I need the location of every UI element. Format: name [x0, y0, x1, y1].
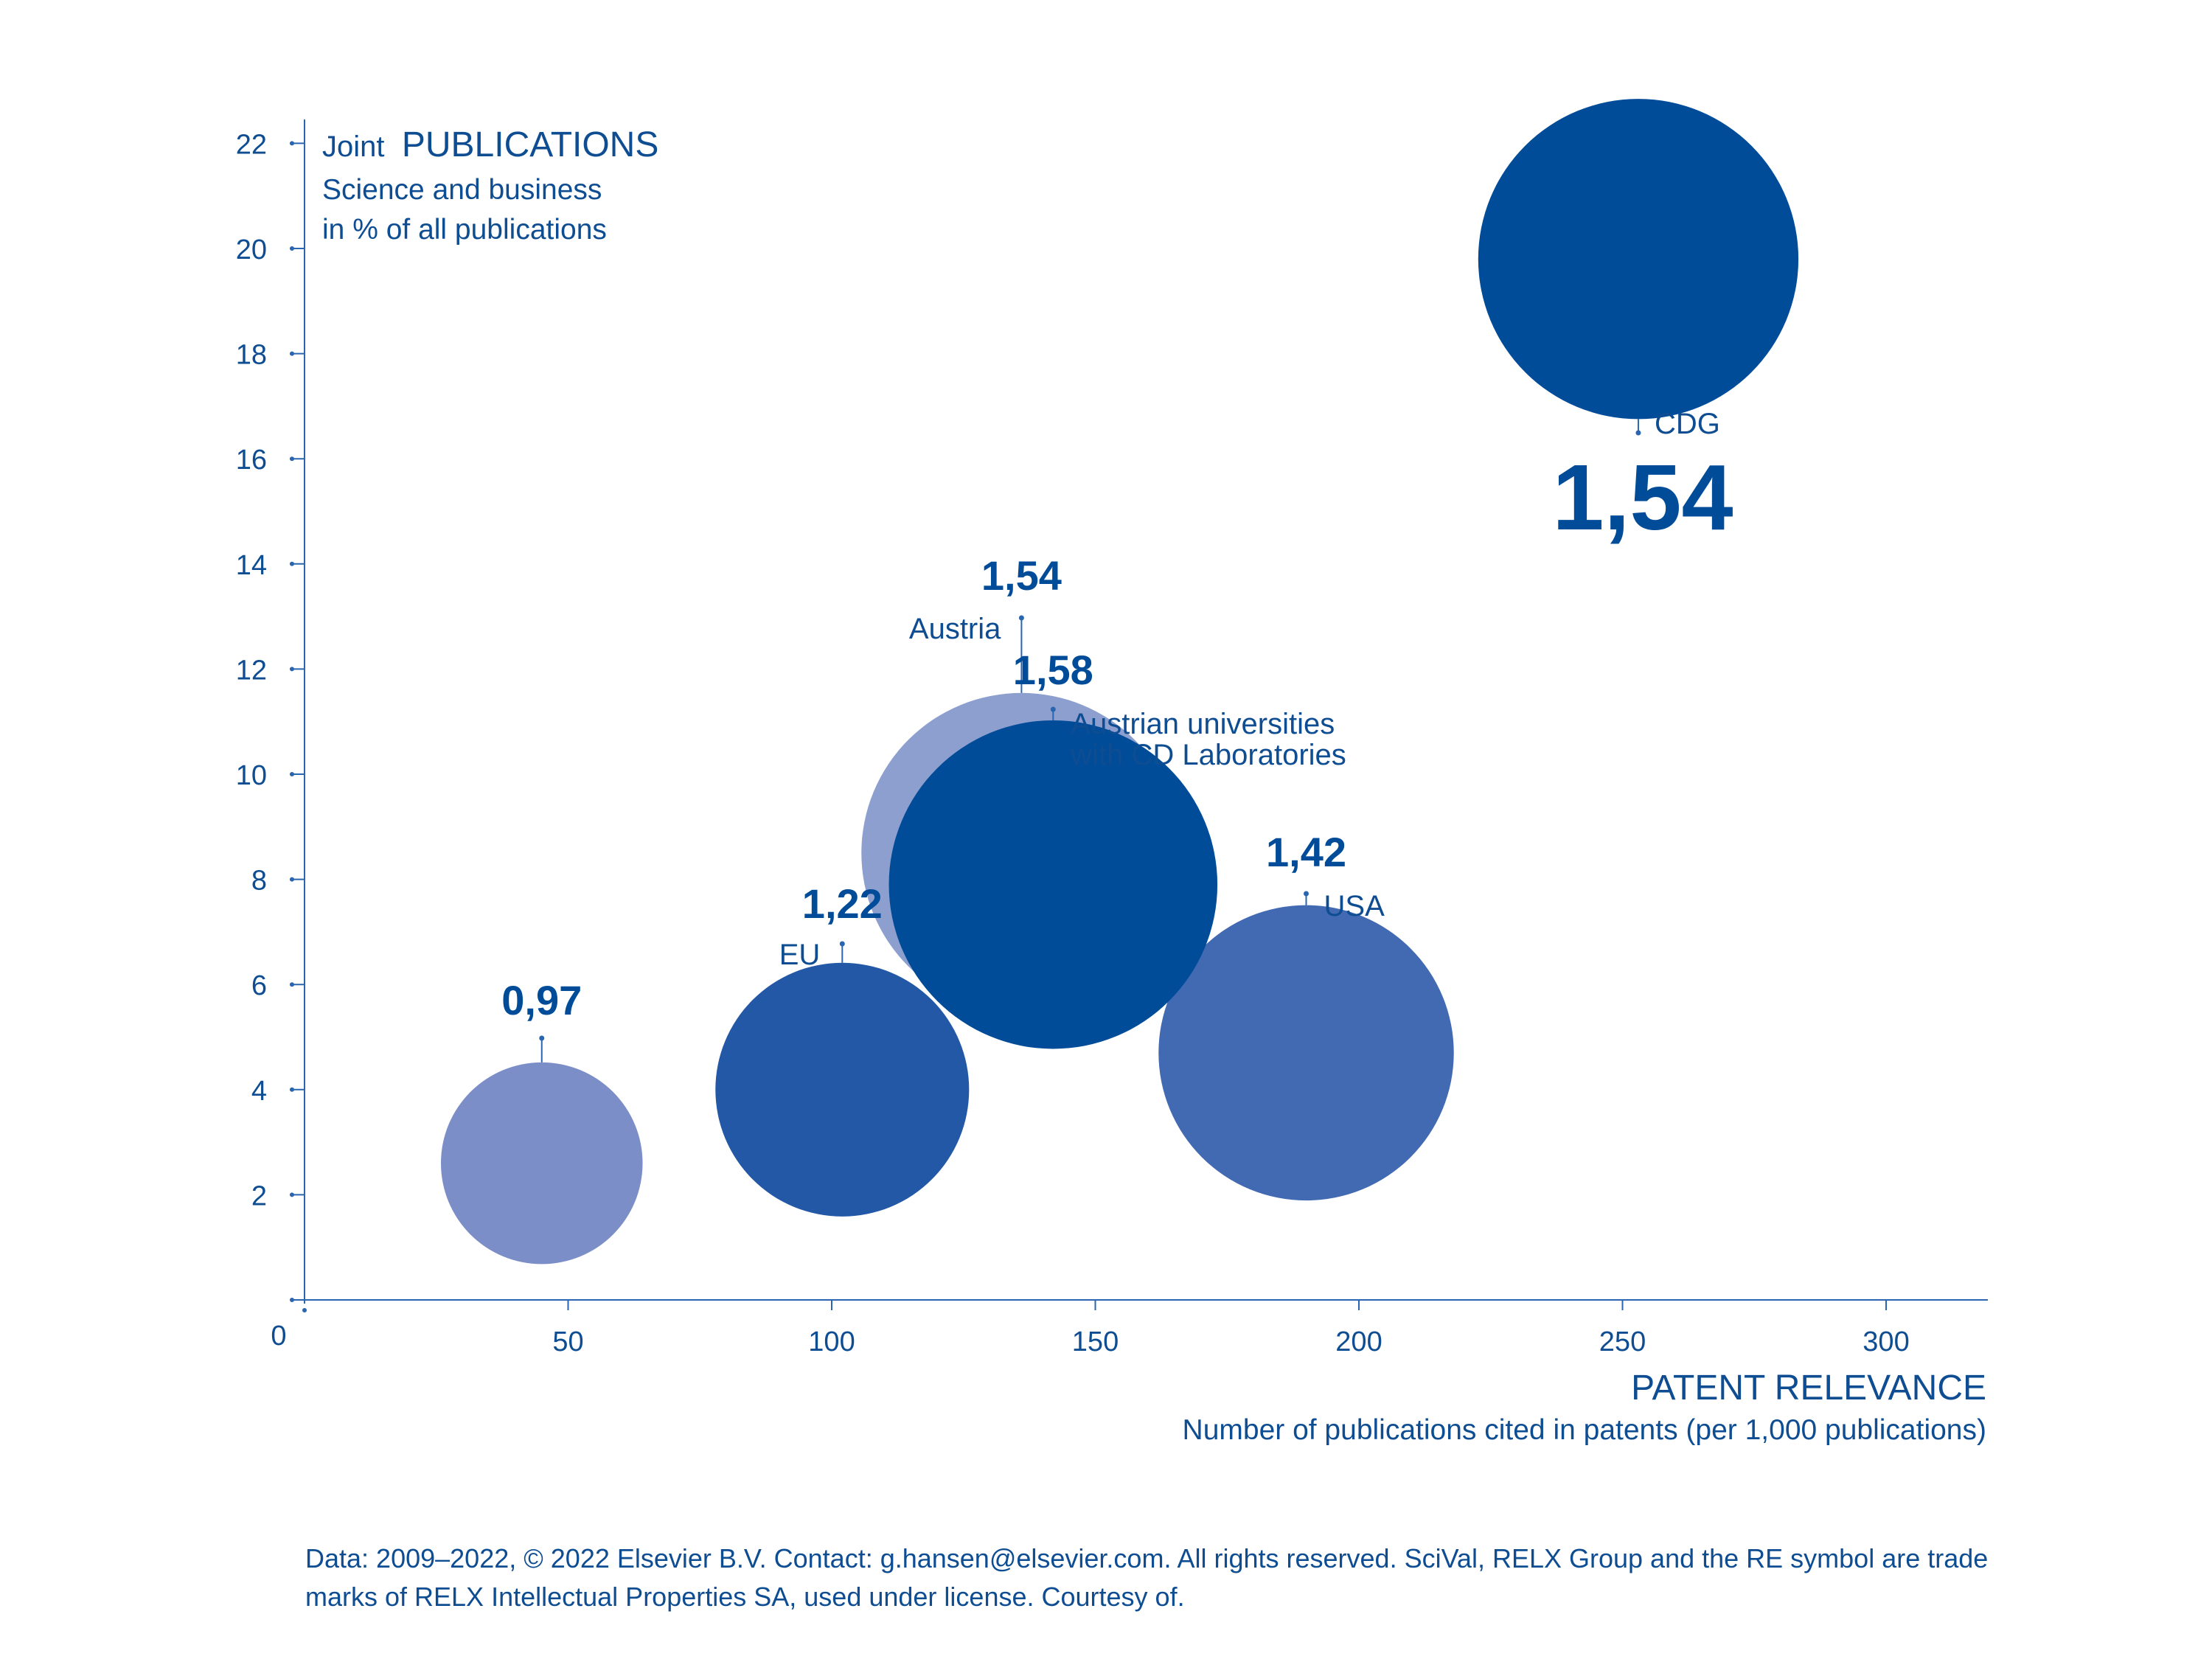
y-axis-title-main: PUBLICATIONS	[402, 125, 659, 164]
footer-line-2: marks of RELX Intellectual Properties SA…	[305, 1582, 1185, 1612]
y-tick-dot	[290, 561, 294, 566]
bubble-name-line: Austrian universities	[1071, 708, 1335, 740]
y-tick-label: 22	[236, 129, 267, 160]
leader-dot-cdg	[1635, 430, 1641, 436]
y-tick-dot	[290, 667, 294, 672]
y-axis-title-prefix: Joint	[322, 131, 385, 163]
footer-line-1: Data: 2009–2022, © 2022 Elsevier B.V. Co…	[305, 1543, 1989, 1573]
bubble-value-austria: 1,54	[981, 552, 1062, 599]
y-tick-dot	[290, 141, 294, 146]
x-tick-label: 100	[808, 1326, 855, 1357]
leader-dot-austrian-universities	[1050, 706, 1056, 712]
x-tick-label: 300	[1863, 1326, 1909, 1357]
bubble-value-austrian-universities: 1,58	[1013, 647, 1093, 693]
footer-note: Data: 2009–2022, © 2022 Elsevier B.V. Co…	[305, 1540, 2031, 1616]
y-tick-label: 20	[236, 234, 267, 265]
bubble-name-line: USA	[1324, 890, 1385, 922]
bubble-labels: 0,97 1,22 EU 1,54 Austria 1,58 Austrian univer…	[501, 408, 1733, 1062]
y-tick-dot	[290, 1192, 294, 1197]
x-axis-title: PATENT RELEVANCE	[1631, 1368, 1986, 1408]
y-tick-dot	[290, 1087, 294, 1092]
origin-dot	[302, 1308, 307, 1312]
axes	[290, 119, 1988, 1312]
x-axis-subtitle: Number of publications cited in patents …	[1183, 1414, 1986, 1446]
bubble-unlabeled	[440, 1062, 643, 1265]
origin-dot-left	[290, 1298, 294, 1302]
bubble-name-austria: Austria	[909, 613, 1001, 645]
y-axis-subtitle-line-2: in % of all publications	[322, 214, 607, 246]
y-tick-label: 16	[236, 445, 267, 476]
y-tick-dot	[290, 246, 294, 251]
y-tick-label: 8	[251, 866, 267, 897]
x-tick-label: 150	[1072, 1326, 1119, 1357]
x-tick-label: 250	[1599, 1326, 1646, 1357]
y-axis-subtitle-line-1: Science and business	[322, 174, 602, 206]
x-tick-label: 50	[552, 1326, 583, 1357]
bubble-name-line: EU	[779, 939, 821, 971]
bubble-austrian-universities	[888, 720, 1218, 1049]
y-tick-label: 18	[236, 340, 267, 371]
y-tick-dot	[290, 456, 294, 462]
y-tick-label: 4	[251, 1076, 267, 1107]
leader-dot-usa	[1304, 891, 1309, 897]
y-axis-title: Joint PUBLICATIONS	[322, 125, 658, 164]
bubble-name-line: with CD Laboratories	[1070, 739, 1346, 771]
y-tick-dot	[290, 772, 294, 776]
bubbles	[440, 99, 1799, 1265]
leader-dot-austria	[1018, 615, 1024, 621]
bubble-value-unlabeled: 0,97	[501, 977, 582, 1023]
leader-dot-eu	[839, 941, 845, 947]
bubble-value-usa: 1,42	[1266, 829, 1346, 875]
bubble-cdg	[1478, 99, 1799, 420]
x-axis-ticks: 50 100 150 200 250 300	[552, 1300, 1910, 1357]
bubble-value-cdg: 1,54	[1552, 445, 1733, 549]
y-tick-label: 14	[236, 550, 267, 581]
bubble-name-cdg: CDG	[1655, 408, 1720, 440]
bubble-name-usa: USA	[1324, 890, 1385, 922]
origin-label: 0	[271, 1321, 286, 1352]
y-tick-label: 12	[236, 655, 267, 686]
y-tick-dot	[290, 877, 294, 882]
bubble-eu	[715, 962, 970, 1217]
x-tick-label: 200	[1335, 1326, 1382, 1357]
y-tick-label: 2	[251, 1180, 267, 1211]
y-tick-dot	[290, 982, 294, 987]
bubble-name-line: Austria	[909, 613, 1001, 645]
bubble-name-eu: EU	[779, 939, 821, 971]
leader-dot-unlabeled	[539, 1035, 545, 1041]
y-tick-label: 10	[236, 760, 267, 791]
bubble-value-eu: 1,22	[802, 880, 883, 927]
y-tick-dot	[290, 351, 294, 356]
bubble-name-austrian-universities: Austrian universities with CD Laboratorie…	[1070, 708, 1346, 771]
y-axis-ticks: 2 4 6 8 10 12 14 16 18 20 22	[236, 129, 305, 1211]
y-tick-label: 6	[251, 970, 267, 1001]
bubble-usa	[1158, 905, 1454, 1201]
